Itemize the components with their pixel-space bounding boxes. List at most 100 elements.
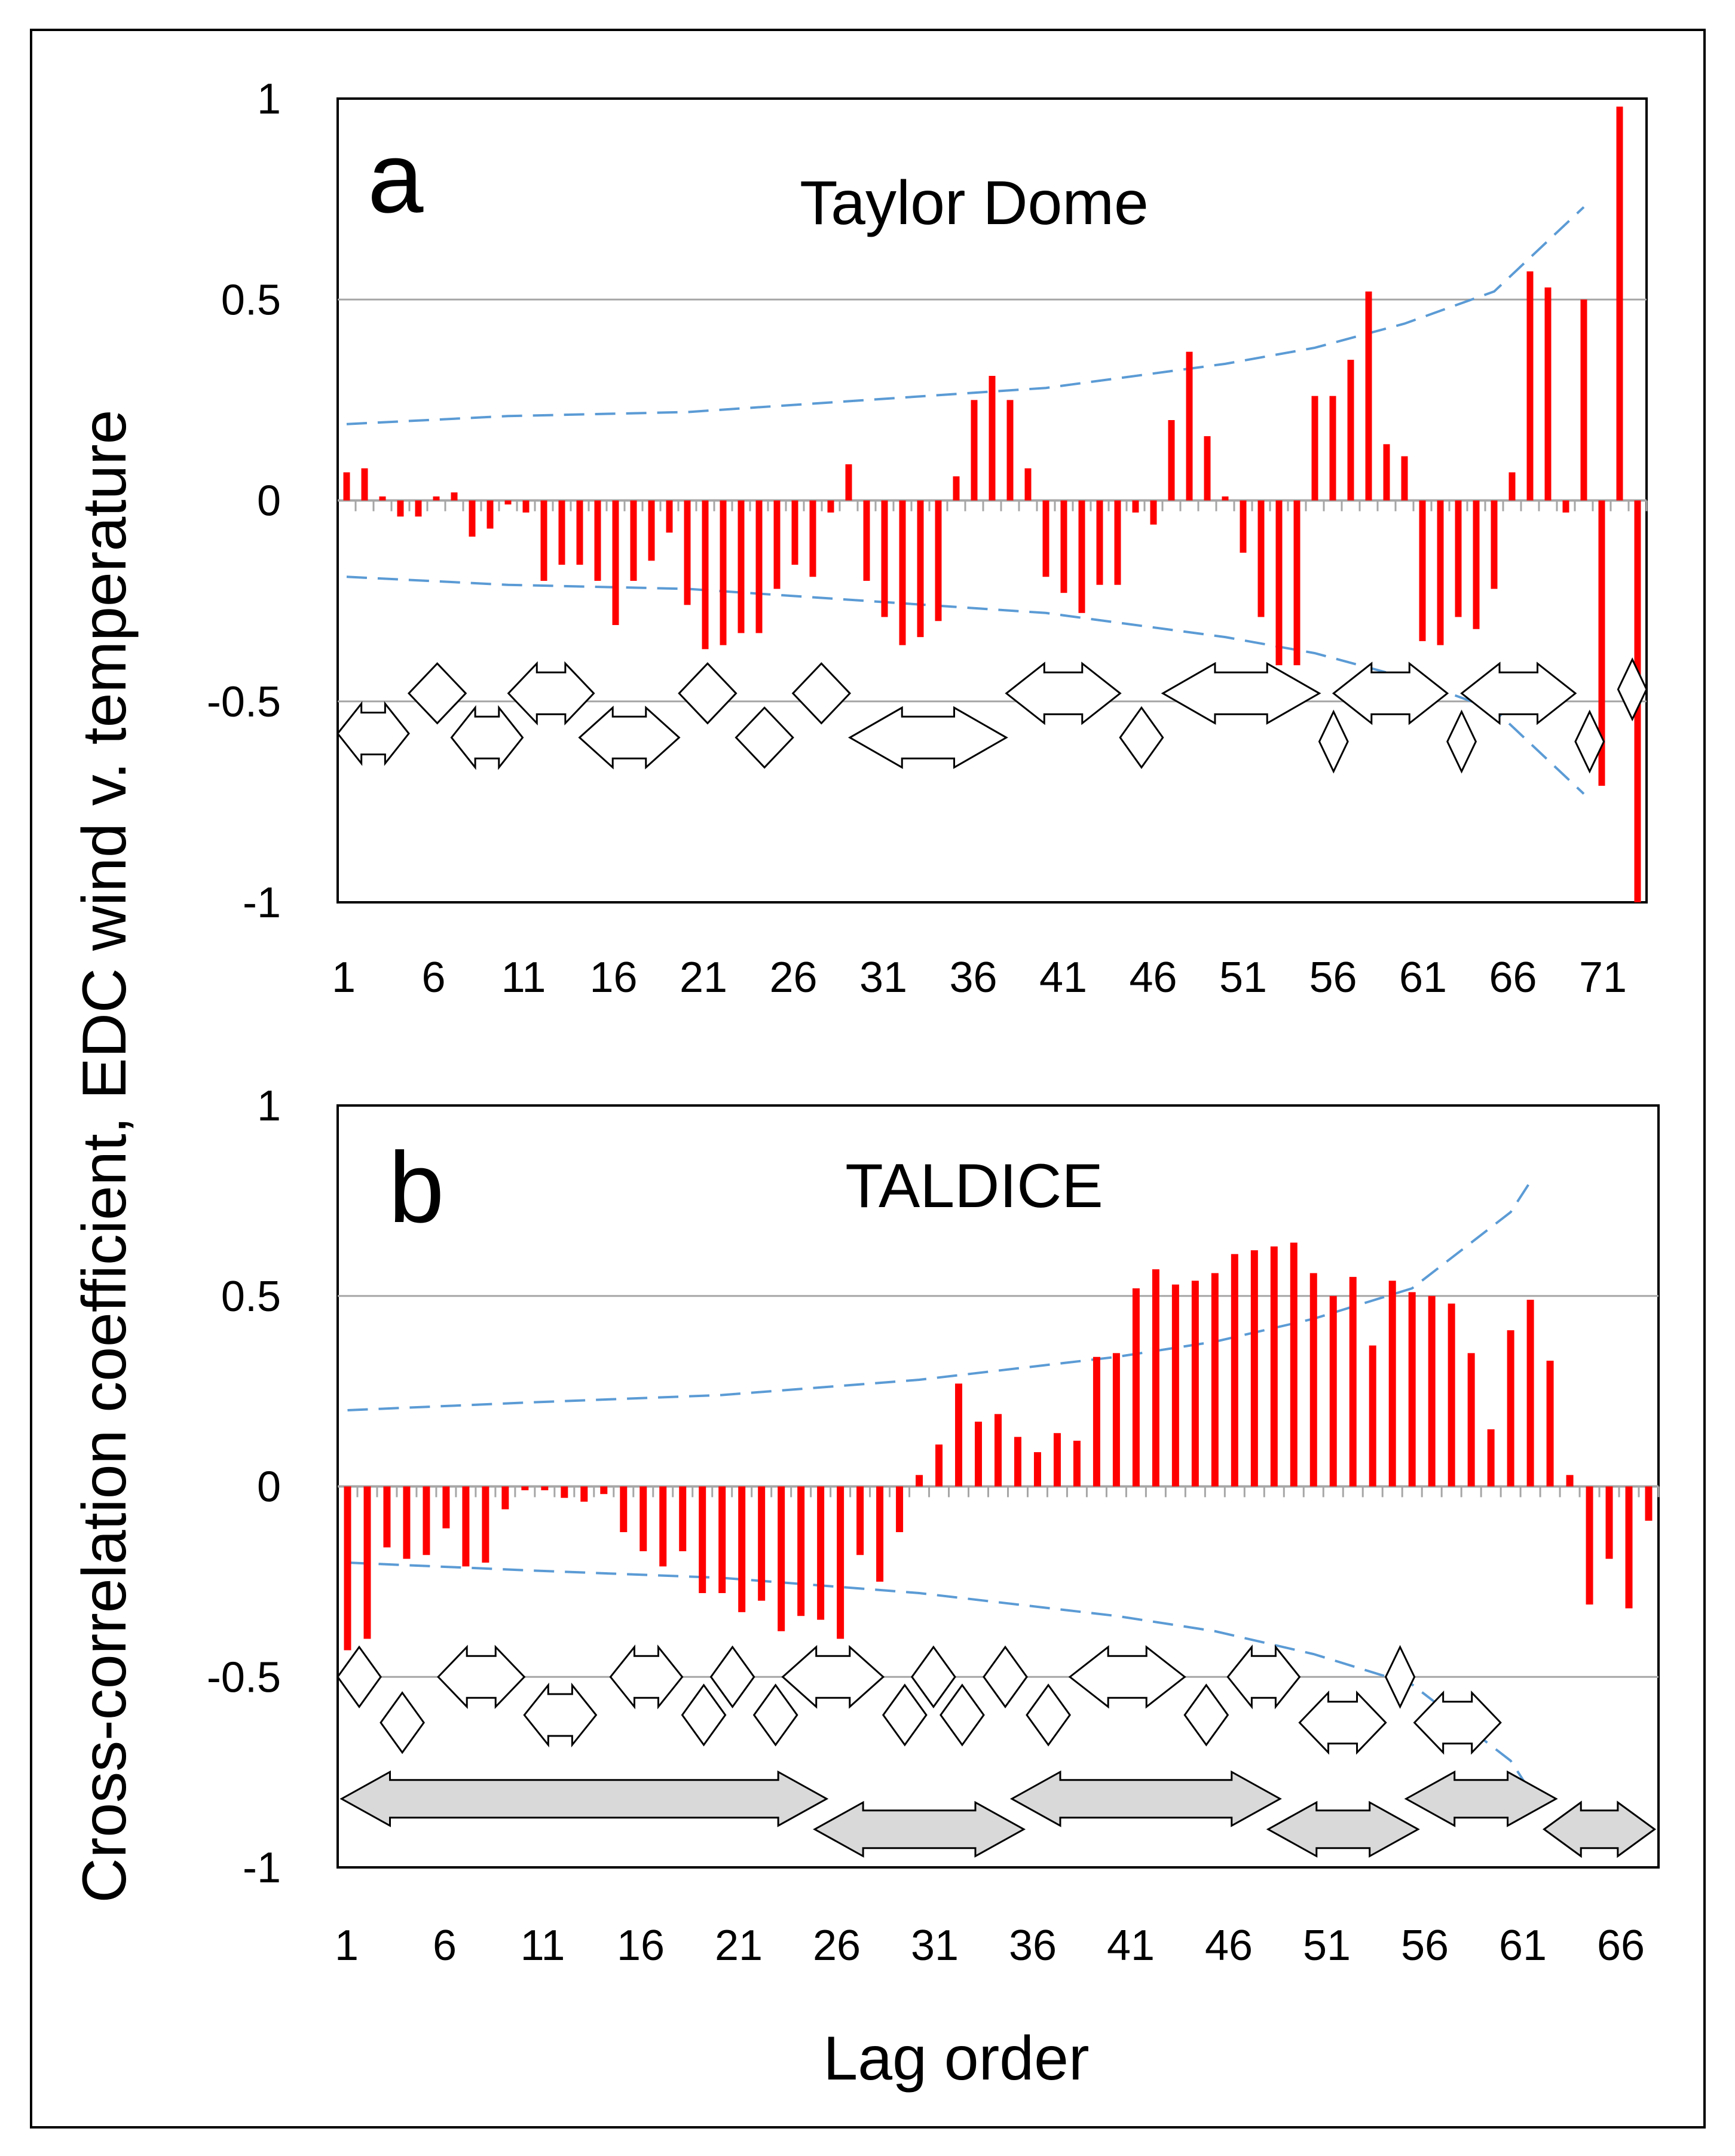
panel-a-bar [1491,500,1498,589]
panel-a-bar [486,500,494,529]
panel-b-bar [1507,1330,1514,1487]
panel-a-double-arrow-shape [1332,662,1449,725]
panel-b-x-tick-label: 26 [813,1922,861,1970]
panel-a-x-tick-label: 26 [769,954,817,1002]
panel-a-bar [1329,396,1336,501]
panel-a-bar [612,500,619,625]
panel-a-bar [1526,271,1534,501]
panel-a-double-arrow-shape [578,705,681,770]
panel-a-double-arrow-shape [1161,662,1321,725]
panel-a-bar [451,492,458,501]
panel-a-letter: a [368,121,424,234]
panel-a-bar [755,500,763,633]
panel-a-bar [1508,472,1516,501]
panel-b-bar [1329,1296,1337,1487]
panel-b-bar [797,1486,805,1616]
panel-a-bar [1616,106,1623,501]
panel-a: 10.50-0.5-1 1 6 11 16 21 26 31 36 41 46 51 56 61 66 71… [207,75,1648,1002]
panel-a-x-tick-label: 16 [589,954,637,1002]
panel-b-bar [1231,1254,1238,1487]
panel-b-x-tick-label: 31 [911,1922,959,1970]
panel-b-x-tick-label: 36 [1009,1922,1057,1970]
panel-a-x-tick-label: 11 [501,954,546,1002]
panel-a-bar [1383,444,1390,501]
panel-a-x-tick-label: 56 [1309,954,1357,1002]
panel-b-double-arrow-shape [1068,1645,1186,1709]
panel-a-bar [1544,287,1552,501]
panel-a-y-ticks: 1 0.5 0 -0.5 -1 [207,75,281,927]
panel-b-bar [1152,1269,1159,1487]
panel-a-double-arrow-shape [847,706,1008,769]
panel-a-regime-shapes [336,657,1648,774]
panel-a-bar [576,500,583,565]
panel-b-y-tick-label: 0 [257,1463,281,1511]
panel-a-x-tick-label: 51 [1219,954,1267,1002]
panel-b-bar [344,1486,351,1650]
panel-a-bar [917,500,924,638]
panel-a-confidence-band [346,206,1585,795]
panel-a-bar [540,500,547,581]
panel-a-title: Taylor Dome [800,169,1149,238]
panel-a-bar [1580,299,1587,501]
panel-a-bar [702,500,709,650]
panel-a-x-tick-label: 41 [1039,954,1087,1002]
panel-b-diamond-shape [681,1683,727,1747]
panel-b-bar [1566,1475,1574,1487]
panel-b-bar [679,1486,687,1551]
panel-b-letter: b [388,1131,444,1244]
panel-b-bar [1250,1250,1258,1487]
panel-b-bar [817,1486,825,1620]
panel-a-x-tick-label: 31 [859,954,907,1002]
panel-b-x-tick-label: 41 [1107,1922,1155,1970]
panel-b-diamond-shape [1026,1683,1071,1747]
panel-a-diamond-shape [678,662,738,725]
panel-a-bar [1024,468,1032,501]
panel-b-y-tick-label: -1 [243,1844,281,1892]
panel-a-x-tick-label: 1 [332,954,356,1002]
panel-a-x-ticks: 1 6 11 16 21 26 31 36 41 46 51 56 61 66 71 [332,954,1627,1002]
panel-a-bar [1473,500,1480,629]
panel-a-diamond-shape [1574,709,1605,774]
panel-a-bar [684,500,691,605]
panel-b-double-arrow-shape [1413,1690,1502,1755]
panel-a-double-arrow-shape [1005,662,1122,725]
panel-a-bar [433,496,440,501]
panel-b-title: TALDICE [845,1152,1103,1221]
panel-a-double-arrow-shape [450,705,524,770]
panel-b-bar [876,1486,884,1582]
panel-b-double-arrow-shape [437,1644,526,1709]
panel-b-y-ticks: 1 0.5 0 -0.5 -1 [207,1082,281,1892]
panel-a-y-tick-label: 0 [257,477,281,525]
panel-b-diamond-shape [940,1683,985,1747]
panel-a-bar [397,500,404,517]
panel-a-bar [630,500,637,581]
panel-b-bar [383,1486,391,1548]
panel-b-x-tick-label: 1 [335,1922,359,1970]
panel-b-x-tick-label: 66 [1597,1922,1645,1970]
panel-a-bar [1006,400,1014,501]
panel-a-x-tick-label: 36 [949,954,997,1002]
x-axis-title: Lag order [823,2024,1089,2093]
panel-a-y-tick-label: -1 [243,879,281,927]
panel-b-bar [1546,1361,1554,1487]
panel-b-x-ticks: 1 6 11 16 21 26 31 36 41 46 51 56 61 66 [335,1922,1645,1970]
panel-b-diamond-shape [709,1645,755,1708]
panel-a-confidence-lower [346,575,1585,795]
panel-a-bar [1222,496,1229,501]
panel-b-bar [995,1414,1002,1487]
panel-b-bar [856,1486,864,1555]
panel-b-bar [462,1486,470,1567]
panel-b-bar [1408,1292,1416,1487]
panel-b-bar [1487,1429,1495,1487]
panel-b-bar [1605,1486,1613,1559]
panel-a-bar [648,500,655,561]
panel-b-bar [403,1486,411,1559]
panel-b-diamond-shape [1384,1644,1416,1709]
panel-a-bar [1311,396,1318,501]
panel-b-x-tick-label: 46 [1205,1922,1253,1970]
panel-b-double-arrow-shape [609,1644,684,1710]
panel-b-x-tick-label: 51 [1303,1922,1351,1970]
panel-a-bar [343,472,350,501]
panel-b-bar [1645,1486,1653,1521]
